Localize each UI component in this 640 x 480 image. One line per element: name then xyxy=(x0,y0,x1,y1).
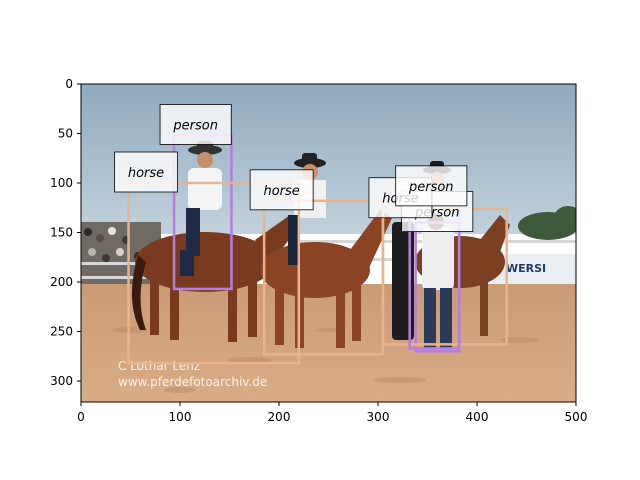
y-tick-label: 250 xyxy=(50,325,73,339)
x-tick-label: 500 xyxy=(565,410,588,424)
annotation-layer: personhorsehorsepersonhorseperson xyxy=(114,104,508,365)
y-tick-label: 150 xyxy=(50,226,73,240)
label-background xyxy=(249,169,314,211)
label-background xyxy=(114,151,178,193)
label-background xyxy=(395,165,468,207)
horse-left xyxy=(131,215,300,342)
rider-left xyxy=(180,141,222,276)
annotation-label: horse xyxy=(128,166,164,181)
y-tick-label: 300 xyxy=(50,374,73,388)
person-label-box: person xyxy=(159,104,232,145)
label-background xyxy=(159,104,232,145)
y-tick-label: 100 xyxy=(50,176,73,190)
watermark-line1: C Lothar Lenz xyxy=(118,359,200,373)
watermark-line2: www.pferdefotoarchiv.de xyxy=(118,375,267,389)
y-tick-label: 0 xyxy=(65,77,73,91)
horse-label-box: horse xyxy=(114,151,178,193)
y-tick-label: 50 xyxy=(58,127,73,141)
y-axis-ticks: 0 50 100 150 200 250 300 xyxy=(50,77,81,388)
axes-frame xyxy=(80,83,577,403)
x-tick-label: 200 xyxy=(268,410,291,424)
annotation-label: person xyxy=(408,180,454,195)
x-tick-label: 300 xyxy=(367,410,390,424)
x-tick-label: 100 xyxy=(169,410,192,424)
annotation-label: person xyxy=(172,118,218,133)
x-tick-label: 400 xyxy=(466,410,489,424)
x-tick-label: 0 xyxy=(77,410,85,424)
banner-text: WERSI xyxy=(506,262,546,275)
person-label-box: person xyxy=(395,165,468,207)
horse-label-box: horse xyxy=(249,169,314,211)
annotation-label: horse xyxy=(263,184,299,199)
background-trees xyxy=(518,206,576,240)
y-tick-label: 200 xyxy=(50,275,73,289)
x-axis-ticks: 0 100 200 300 400 500 xyxy=(77,402,587,424)
horse-bounding-box xyxy=(127,181,301,365)
